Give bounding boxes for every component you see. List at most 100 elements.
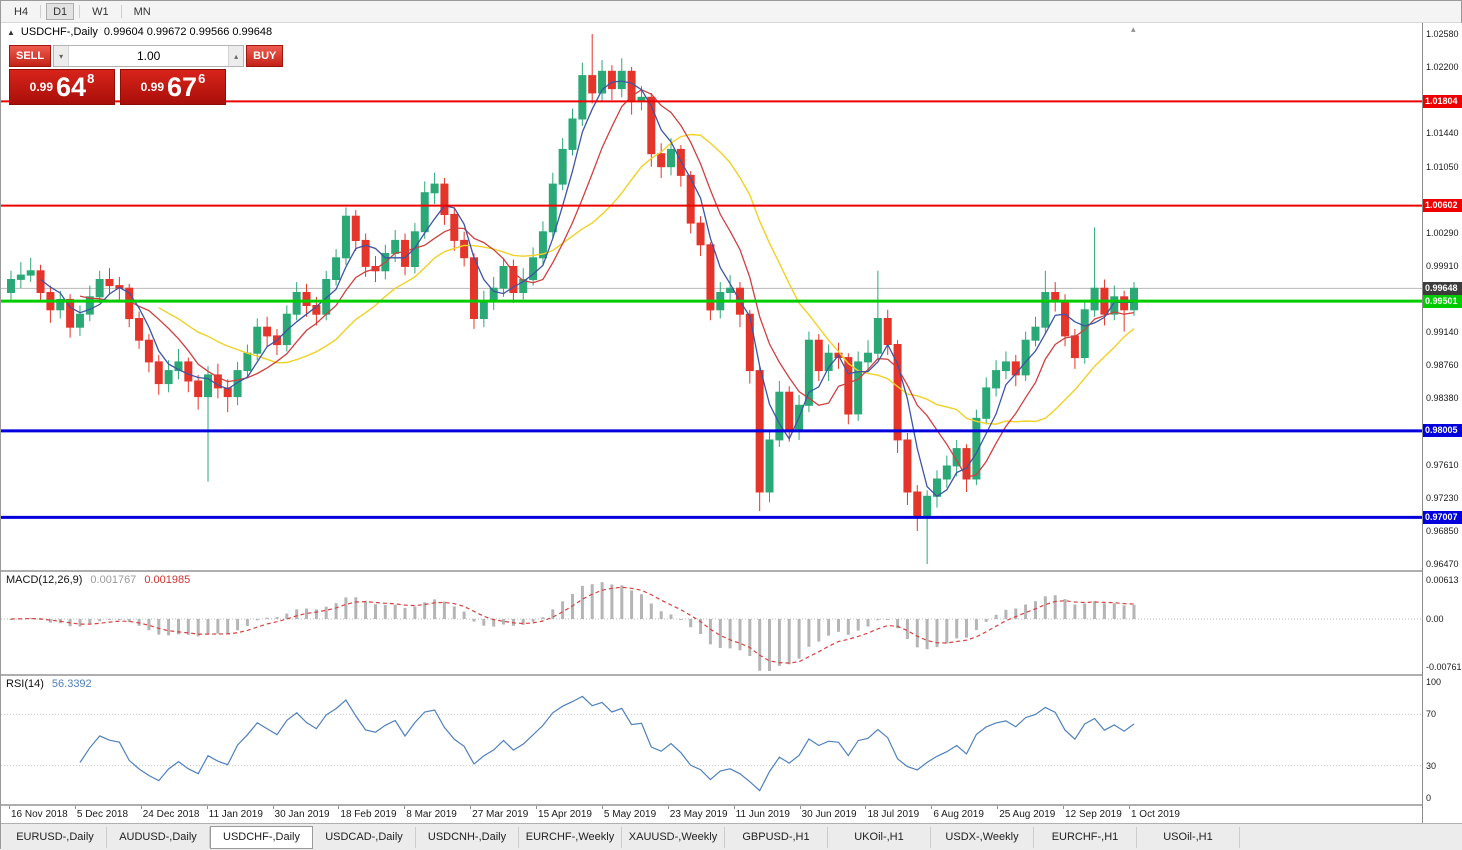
toolbar-separator — [79, 5, 81, 18]
macd-bar — [708, 619, 712, 645]
macd-bar — [610, 584, 614, 619]
price-level-badge[interactable]: 1.01804 — [1423, 94, 1462, 108]
volume-input[interactable] — [69, 46, 229, 66]
time-tick — [1063, 806, 1065, 809]
macd-bar — [344, 597, 348, 619]
main-chart-pane[interactable]: ▲ USDCHF-,Daily 0.99604 0.99672 0.99566 … — [1, 23, 1422, 570]
chart-symbol-label: USDCHF-,Daily — [20, 26, 98, 38]
candle-body — [686, 174, 695, 224]
pane-splitter[interactable] — [1, 674, 1462, 676]
pane-splitter[interactable] — [1, 804, 1462, 806]
chart-tab-xauusd-weekly[interactable]: XAUUSD-,Weekly — [622, 826, 725, 848]
chart-shift-marker[interactable]: ▴ — [1131, 24, 1136, 34]
candle-body — [667, 148, 676, 168]
chart-tab-usdchf-daily[interactable]: USDCHF-,Daily — [210, 825, 313, 849]
macd-bar — [797, 619, 801, 659]
candle-body — [913, 491, 922, 519]
chart-tab-ukoil-h1[interactable]: UKOil-,H1 — [828, 826, 931, 848]
macd-bar — [974, 619, 978, 631]
candle-body — [223, 387, 232, 398]
price-tick-label: 0.99910 — [1426, 260, 1459, 271]
chart-tab-usoil-h1[interactable]: USOil-,H1 — [1137, 826, 1240, 848]
chart-tab-usdcnh-daily[interactable]: USDCNH-,Daily — [416, 826, 519, 848]
buy-price-pip: 6 — [198, 70, 206, 86]
volume-increase-button[interactable]: ▴ — [228, 46, 244, 66]
candle-body — [824, 352, 833, 372]
timeframe-w1-button[interactable]: W1 — [85, 3, 116, 20]
timeframe-mn-button[interactable]: MN — [127, 3, 158, 20]
rsi-pane[interactable]: RSI(14) 56.3392 — [1, 676, 1422, 804]
time-axis-label: 16 Nov 2018 — [11, 809, 68, 820]
ma-fast-line — [40, 80, 1134, 498]
macd-bar — [758, 619, 762, 671]
rsi-plot — [1, 695, 1422, 792]
volume-decrease-button[interactable]: ▾ — [54, 46, 70, 66]
chart-window: ▲ USDCHF-,Daily 0.99604 0.99672 0.99566 … — [1, 23, 1462, 823]
timeframe-h4-button[interactable]: H4 — [7, 3, 35, 20]
macd-bar — [748, 619, 752, 656]
chart-tab-usdcad-daily[interactable]: USDCAD-,Daily — [313, 826, 416, 848]
price-tick-label: 0.97230 — [1426, 493, 1459, 504]
sell-price-display[interactable]: 0.99 64 8 — [9, 69, 115, 105]
candle-body — [7, 279, 15, 293]
macd-bar — [689, 619, 693, 628]
sell-price-prefix: 0.99 — [29, 80, 54, 94]
time-axis[interactable]: 16 Nov 2018 5 Dec 2018 24 Dec 2018 11 Jan 2… — [1, 806, 1422, 823]
chart-tabs-bar: EURUSD-,Daily AUDUSD-,Daily USDCHF-,Daily U… — [1, 823, 1462, 850]
oneclick-toggle-icon[interactable]: ▲ — [7, 27, 15, 37]
pane-splitter[interactable] — [1, 570, 1462, 572]
macd-bar — [551, 609, 555, 619]
macd-bar — [334, 603, 338, 619]
price-level-badge[interactable]: 1.00602 — [1423, 199, 1462, 213]
chart-tab-audusd-daily[interactable]: AUDUSD-,Daily — [107, 826, 210, 848]
candle-body — [95, 279, 104, 298]
time-axis-label: 18 Feb 2019 — [340, 809, 397, 820]
price-level-badge[interactable]: 0.98005 — [1423, 424, 1462, 438]
chart-tab-eurchf-weekly[interactable]: EURCHF-,Weekly — [519, 826, 622, 848]
macd-bar — [9, 619, 13, 620]
price-level-badge[interactable]: 0.97007 — [1423, 510, 1462, 524]
macd-bar — [945, 619, 949, 644]
price-level-badge[interactable]: 0.99501 — [1423, 294, 1462, 308]
macd-signal-value: 0.001985 — [144, 574, 191, 586]
price-tick-label: 1.01050 — [1426, 161, 1459, 172]
macd-bar — [827, 619, 831, 636]
timeframe-d1-button[interactable]: D1 — [46, 3, 75, 20]
candle-body — [903, 439, 912, 493]
macd-bar — [777, 619, 781, 666]
candle-body — [558, 148, 567, 185]
candle-body — [174, 361, 183, 372]
chart-tab-eurchf-h1[interactable]: EURCHF-,H1 — [1034, 826, 1137, 848]
price-tick-label: 0.99140 — [1426, 327, 1459, 338]
macd-bar — [452, 606, 456, 619]
macd-tick-label: -0.00761 — [1426, 662, 1462, 673]
macd-bar — [236, 619, 240, 631]
macd-bar — [1102, 603, 1106, 619]
macd-histogram — [9, 582, 1136, 671]
price-tick-label: 0.96470 — [1426, 559, 1459, 569]
macd-bar — [935, 619, 939, 648]
candle-body — [647, 96, 656, 155]
time-tick — [338, 806, 340, 809]
macd-bar — [177, 619, 180, 635]
macd-bar — [679, 619, 683, 620]
candle-body — [66, 298, 75, 328]
macd-pane[interactable]: MACD(12,26,9) 0.001767 0.001985 — [1, 572, 1422, 674]
sell-button[interactable]: SELL — [9, 45, 52, 67]
macd-bar — [531, 619, 535, 622]
candle-body — [243, 352, 252, 372]
buy-button[interactable]: BUY — [246, 45, 284, 67]
chart-tab-gbpusd-h1[interactable]: GBPUSD-,H1 — [725, 826, 828, 848]
price-scale[interactable]: 1.02580 1.02200 1.01440 1.01050 1.00290 0.999… — [1422, 23, 1462, 823]
chart-tab-usdx-weekly[interactable]: USDX-,Weekly — [931, 826, 1034, 848]
time-axis-label: 5 Dec 2018 — [76, 809, 129, 820]
macd-plot — [1, 582, 1422, 671]
macd-bar — [88, 619, 92, 625]
buy-price-display[interactable]: 0.99 67 6 — [120, 69, 226, 105]
macd-bar — [413, 606, 417, 619]
candle-body — [1110, 296, 1119, 315]
chart-tab-eurusd-daily[interactable]: EURUSD-,Daily — [4, 826, 107, 848]
current-price-badge: 0.99648 — [1423, 281, 1462, 295]
macd-tick-label: 0.00613 — [1426, 575, 1459, 585]
